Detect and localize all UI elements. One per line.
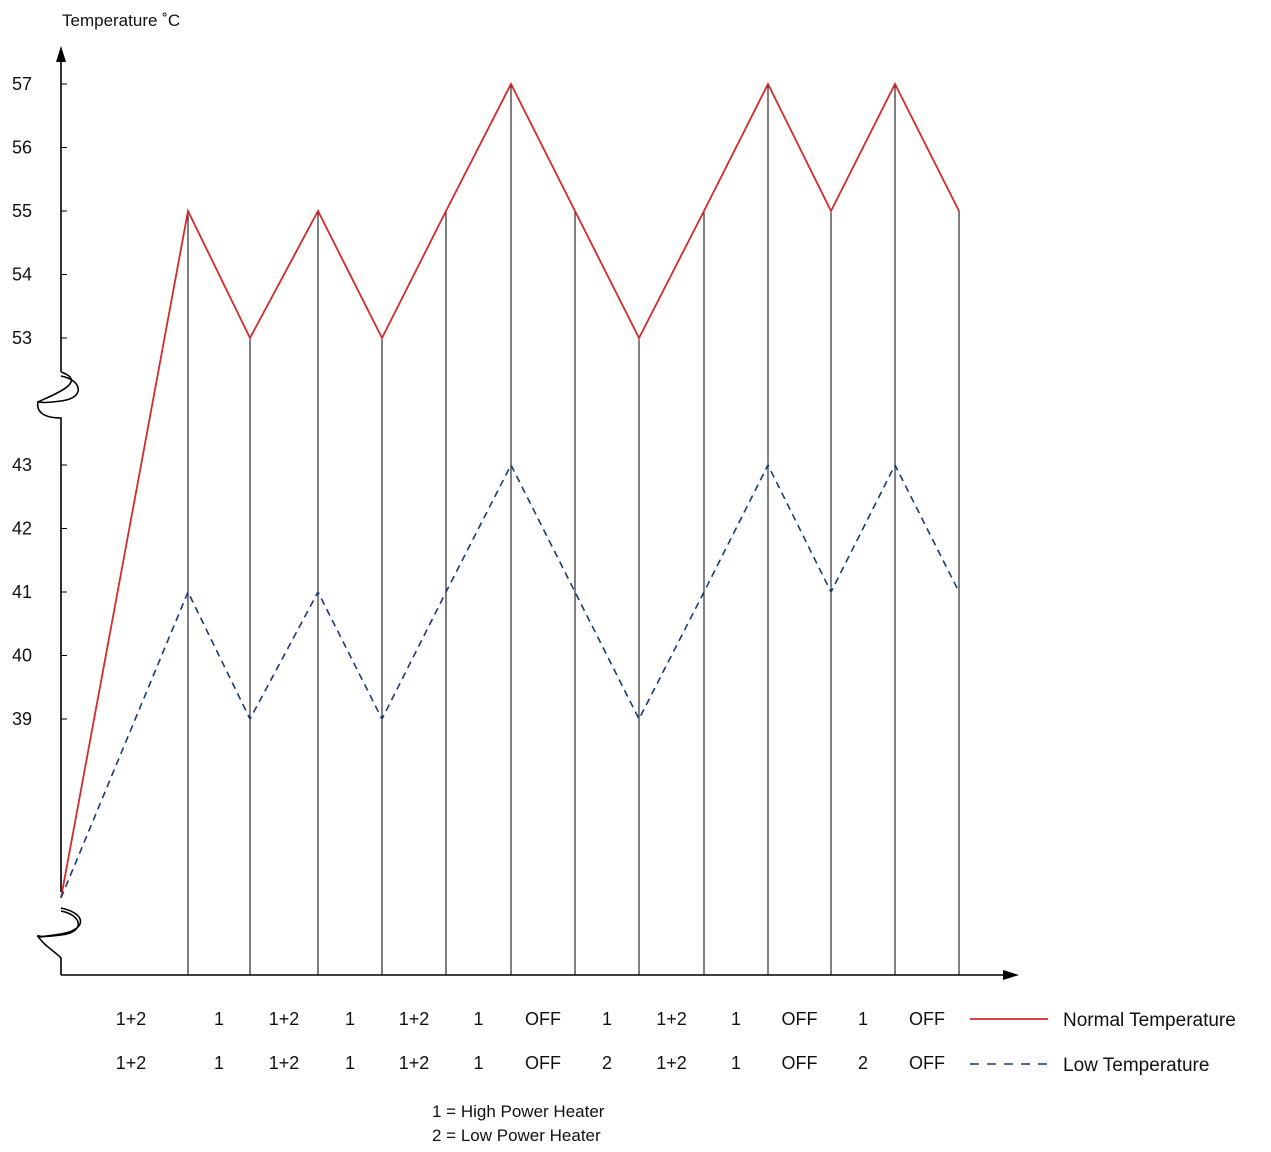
low-heater-state: 1+2: [399, 1053, 430, 1073]
y-axis-break-arc-bottom: [37, 910, 79, 938]
switch-gridlines: [187, 84, 960, 975]
normal-heater-state: 1: [731, 1009, 741, 1029]
low-heater-state: 1: [345, 1053, 355, 1073]
x-axis-arrow: [1003, 970, 1019, 980]
legend-label: Low Temperature: [1063, 1055, 1209, 1076]
normal-heater-state: 1: [214, 1009, 224, 1029]
low-heater-state: 1+2: [116, 1053, 147, 1073]
low-temperature-line: [60, 463, 960, 899]
y-tick-label: 43: [12, 455, 32, 475]
y-axis-break-arc-top: [37, 375, 79, 404]
normal-heater-state: 1: [858, 1009, 868, 1029]
y-tick-label: 53: [12, 328, 32, 348]
data-series: [60, 81, 960, 899]
normal-heater-state: 1+2: [399, 1009, 430, 1029]
normal-heater-state: 1+2: [269, 1009, 300, 1029]
y-tick-label: 54: [12, 265, 32, 285]
low-heater-state: 2: [858, 1053, 868, 1073]
low-heater-state: OFF: [782, 1053, 818, 1073]
y-tick-labels: 53 54 55 56 57 39 40 41 42 43: [12, 74, 67, 729]
heater-state-rows: 1+2 1 1+2 1 1+2 1 OFF 1 1+2 1 OFF 1 OFF 1+2 1 1+2 1 1+2 1 O…: [116, 1009, 945, 1073]
low-heater-state: 2: [602, 1053, 612, 1073]
normal-heater-state: 1+2: [656, 1009, 687, 1029]
normal-temperature-line: [60, 81, 960, 899]
normal-heater-state: OFF: [909, 1009, 945, 1029]
normal-heater-state: OFF: [525, 1009, 561, 1029]
axes: [36, 46, 1019, 980]
legend-label: Normal Temperature: [1063, 1010, 1236, 1031]
normal-heater-state: 1: [602, 1009, 612, 1029]
normal-heater-state: 1: [345, 1009, 355, 1029]
normal-heater-state: 1: [473, 1009, 483, 1029]
heater-key-line: 1 = High Power Heater: [432, 1102, 605, 1121]
y-tick-label: 39: [12, 709, 32, 729]
y-tick-label: 40: [12, 646, 32, 666]
normal-heater-state: OFF: [782, 1009, 818, 1029]
y-tick-label: 42: [12, 519, 32, 539]
y-axis-arrow: [56, 46, 66, 62]
heater-key: 1 = High Power Heater 2 = Low Power Heate…: [432, 1102, 605, 1145]
y-tick-label: 56: [12, 138, 32, 158]
heater-key-line: 2 = Low Power Heater: [432, 1126, 601, 1145]
legend: Normal Temperature Low Temperature: [970, 1010, 1236, 1076]
y-tick-label: 41: [12, 582, 32, 602]
low-heater-state: 1: [731, 1053, 741, 1073]
low-heater-state: OFF: [525, 1053, 561, 1073]
y-axis-label: Temperature ˚C: [62, 11, 180, 30]
y-axis-break-lower: [36, 907, 82, 975]
low-heater-state: 1: [473, 1053, 483, 1073]
low-heater-state: OFF: [909, 1053, 945, 1073]
y-axis-break-upper: [36, 371, 72, 892]
low-heater-state: 1: [214, 1053, 224, 1073]
low-heater-state: 1+2: [656, 1053, 687, 1073]
y-tick-label: 55: [12, 201, 32, 221]
y-tick-label: 57: [12, 74, 32, 94]
normal-heater-state: 1+2: [116, 1009, 147, 1029]
low-heater-state: 1+2: [269, 1053, 300, 1073]
